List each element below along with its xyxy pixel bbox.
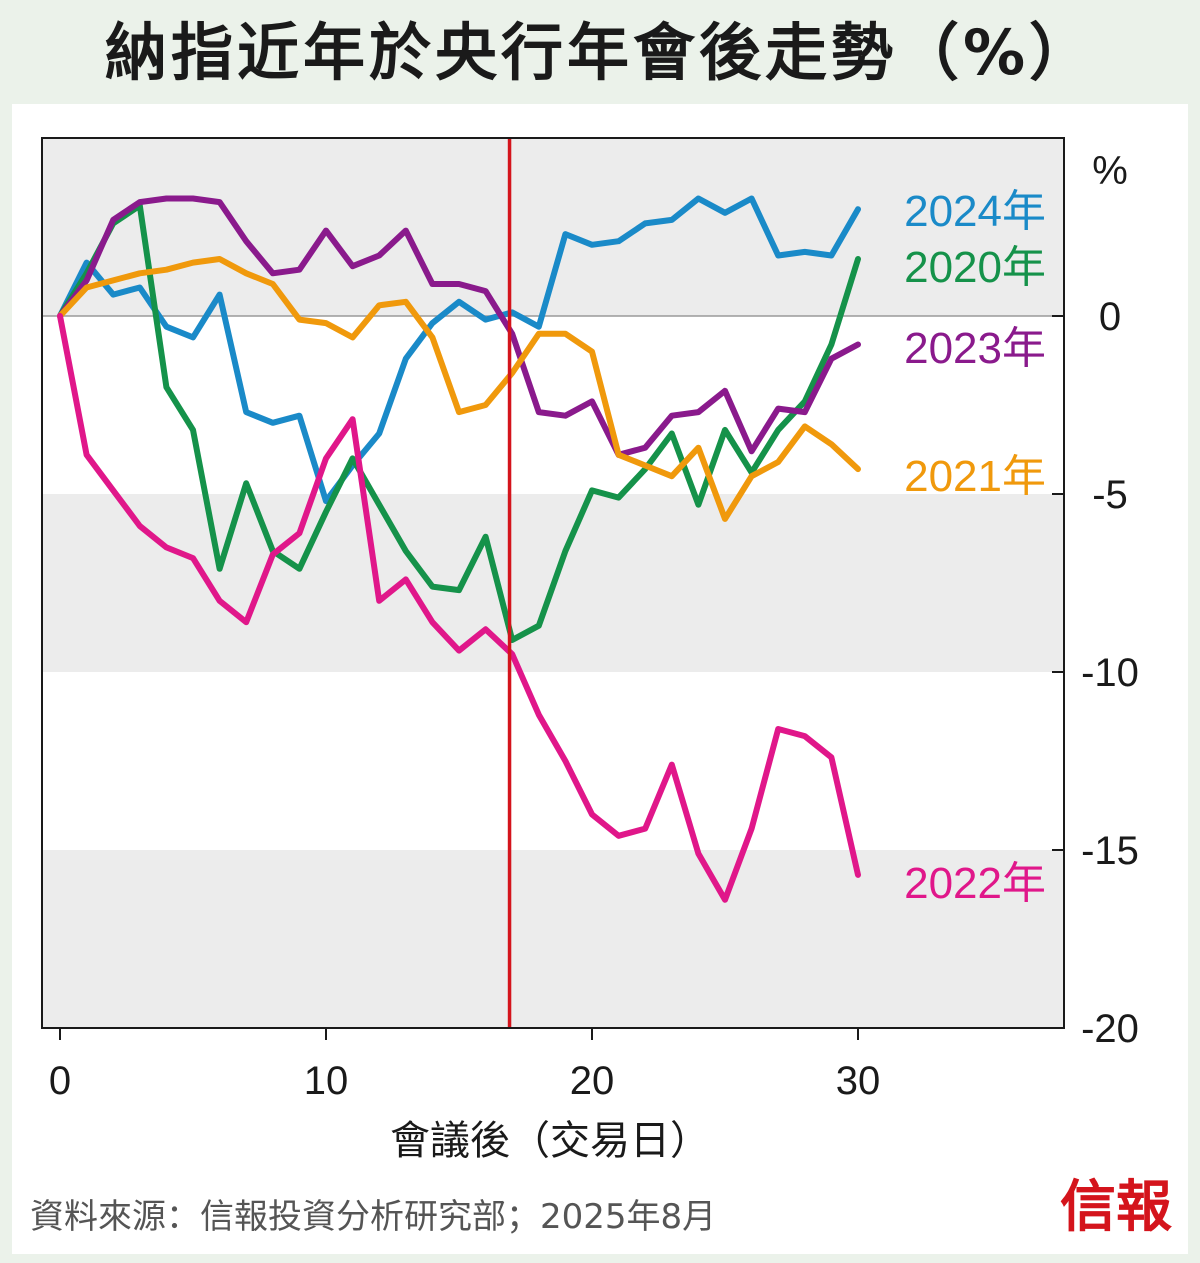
- y-axis-ticks: 0 -5 -10 -15 -20: [1052, 295, 1139, 1051]
- band-1: [42, 316, 1064, 494]
- y-tick-label: -20: [1081, 1007, 1139, 1051]
- series-label-2020年: 2020年: [904, 243, 1046, 292]
- chart-title: 納指近年於央行年會後走勢（%）: [104, 16, 1096, 89]
- series-label-2024年: 2024年: [904, 187, 1046, 236]
- plot-area-border: [41, 137, 1065, 1029]
- series-line-2022年: [57, 313, 861, 903]
- series-line-2021年: [57, 256, 861, 522]
- series-labels: 2024年 2020年 2023年 2021年 2022年: [904, 187, 1046, 908]
- series-line-2020年: [57, 202, 861, 643]
- x-tick-label: 10: [304, 1059, 349, 1103]
- band-4: [42, 850, 1064, 1028]
- y-tick-label: -10: [1081, 651, 1139, 695]
- x-axis-label: 會議後（交易日）: [390, 1118, 710, 1164]
- series-label-2022年: 2022年: [904, 859, 1046, 908]
- publisher-logo: 信報: [1060, 1174, 1172, 1240]
- series-label-2023年: 2023年: [904, 324, 1046, 373]
- y-tick-label: -5: [1092, 473, 1128, 517]
- x-tick-label: 0: [49, 1059, 71, 1103]
- series-label-2021年: 2021年: [904, 452, 1046, 501]
- band-3: [42, 672, 1064, 850]
- series-line-2024年: [57, 195, 861, 505]
- y-axis-unit-label: %: [1092, 149, 1128, 193]
- x-tick-label: 30: [836, 1059, 881, 1103]
- source-note: 資料來源：信報投資分析研究部；2025年8月: [30, 1197, 716, 1237]
- y-tick-label: -15: [1081, 829, 1139, 873]
- y-tick-label: 0: [1099, 295, 1121, 339]
- series-line-2023年: [57, 195, 861, 458]
- x-axis-ticks: 0 10 20 30: [49, 1028, 880, 1103]
- x-tick-label: 20: [570, 1059, 615, 1103]
- series-lines: [57, 195, 861, 903]
